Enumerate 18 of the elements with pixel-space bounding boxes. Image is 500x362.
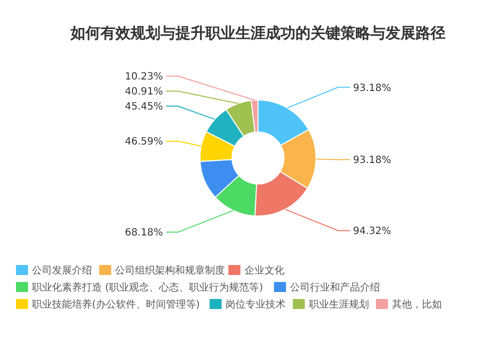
data-label: 46.59%: [124, 136, 163, 148]
data-label: 45.45%: [124, 102, 163, 113]
data-label: 68.18%: [124, 228, 163, 239]
legend-label: 职业生涯规划: [308, 298, 369, 310]
legend-label: 其他，比如: [392, 298, 442, 310]
data-label: 93.18%: [353, 82, 392, 94]
legend-label: 职业技能培养(办公软件、时间管理等): [32, 298, 200, 310]
data-label: 40.91%: [124, 86, 163, 98]
legend-label: 公司组织架构和规章制度: [115, 264, 226, 276]
data-label: 94.32%: [353, 226, 392, 238]
legend-label: 公司发展介绍: [32, 264, 92, 276]
legend-label: 职业化素养打造 (职业观念、心态、职业行为规范等): [32, 282, 264, 294]
chart-title: 如何有效规划与提升职业生涯成功的关键策略与发展路径: [70, 24, 446, 42]
legend-label: 公司行业和产品介绍: [290, 282, 380, 294]
legend-label: 岗位专业技术: [226, 298, 286, 310]
legend-label: 企业文化: [244, 264, 284, 276]
data-label: 10.23%: [124, 72, 163, 83]
data-label: 93.18%: [353, 155, 392, 166]
